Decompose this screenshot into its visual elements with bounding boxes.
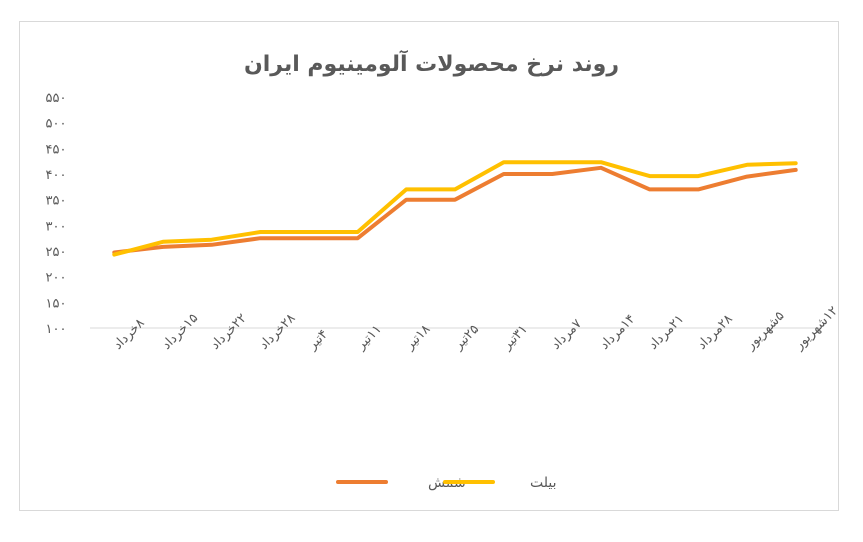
- y-tick-label: ۵۰۰: [46, 117, 67, 132]
- y-tick-label: ۱۰۰: [46, 322, 67, 337]
- x-tick-label: ۵شهریور: [743, 309, 788, 354]
- y-tick-label: ۲۵۰: [46, 245, 67, 260]
- x-tick-label: ۸خرداد: [111, 316, 148, 353]
- x-tick-label: ۱۴مرداد: [597, 312, 638, 353]
- x-tick-label: ۱۱تیر: [353, 322, 385, 354]
- x-tick-label: ۲۸خرداد: [257, 311, 299, 353]
- chart-title: روند نرخ محصولات آلومینیوم ایران: [243, 52, 620, 77]
- x-tick-label: ۳۱تیر: [499, 322, 531, 354]
- legend-label-1: بیلت: [530, 475, 557, 491]
- y-tick-label: ۲۰۰: [46, 271, 67, 286]
- y-tick-label: ۵۵۰: [46, 91, 67, 106]
- series-line-0: [112, 165, 798, 255]
- chart-area: [19, 21, 839, 511]
- series-lines: [112, 160, 798, 257]
- x-tick-label: ۲۸مرداد: [695, 312, 736, 353]
- x-tick-label: ۱۸تیر: [402, 322, 434, 354]
- x-tick-label: ۲۱مرداد: [646, 312, 687, 353]
- y-tick-label: ۴۵۰: [46, 142, 67, 157]
- y-tick-label: ۴۰۰: [46, 168, 67, 183]
- x-tick-label: ۲۲خرداد: [208, 311, 250, 353]
- y-axis-labels: ۱۰۰ ۱۵۰ ۲۰۰ ۲۵۰ ۳۰۰ ۳۵۰ ۴۰۰ ۴۵۰ ۵۰۰ ۵۵۰: [46, 91, 67, 337]
- y-tick-label: ۱۵۰: [46, 296, 67, 311]
- x-tick-label: ۱۲شهریور: [791, 304, 841, 354]
- x-tick-label: ۱۵خرداد: [159, 311, 201, 353]
- y-tick-label: ۳۵۰: [46, 194, 67, 209]
- x-tick-label: ۷مرداد: [549, 317, 585, 353]
- legend: شمشبیلت: [336, 475, 557, 491]
- x-tick-label: ۲۵تیر: [451, 322, 483, 354]
- x-tick-label: ۴تیر: [305, 327, 332, 354]
- y-tick-label: ۳۰۰: [46, 219, 67, 234]
- series-line-1: [112, 160, 798, 257]
